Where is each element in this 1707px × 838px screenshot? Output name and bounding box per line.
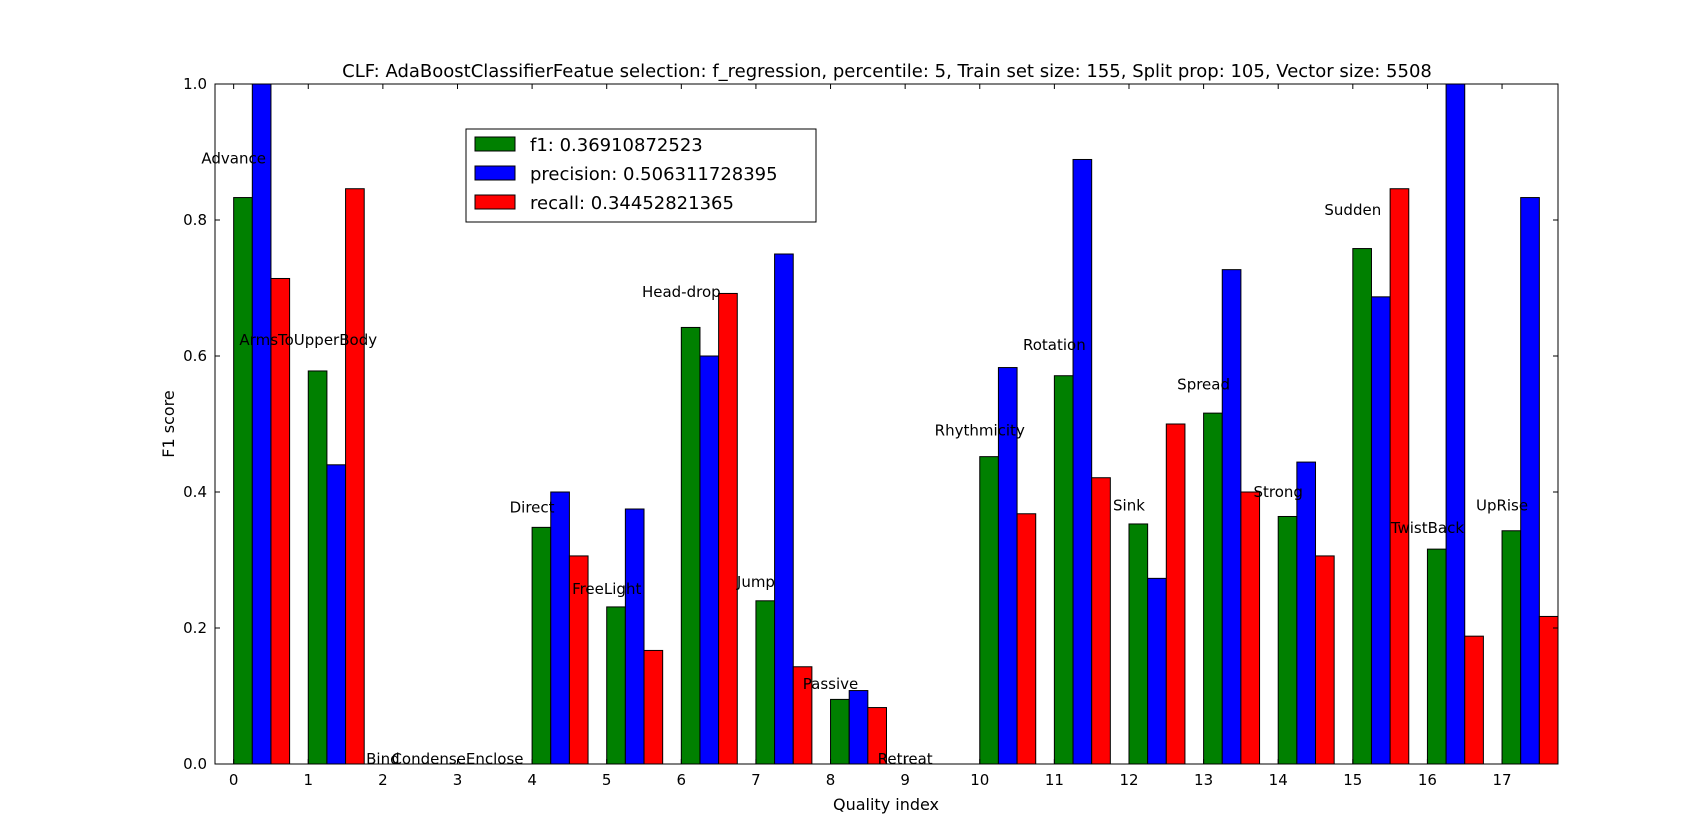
y-tick-label: 0.8 [183, 211, 207, 229]
bar-recall-6 [718, 292, 738, 765]
x-tick-label: 3 [453, 771, 463, 789]
bar-precision-17 [1520, 197, 1540, 765]
x-tick-label: 6 [677, 771, 687, 789]
quality-label: Sudden [1324, 201, 1381, 219]
x-tick-label: 15 [1343, 771, 1362, 789]
bar-f1-6 [680, 326, 701, 765]
x-tick-label: 16 [1418, 771, 1437, 789]
bar-f1-0 [233, 197, 253, 765]
y-axis-label: F1 score [159, 390, 178, 457]
quality-label: Spread [1177, 375, 1230, 393]
x-tick-label: 4 [527, 771, 537, 789]
quality-label: UpRise [1476, 496, 1528, 514]
legend-label: recall: 0.34452821365 [530, 193, 734, 214]
bar-recall-5 [643, 649, 664, 765]
bar-f1-4 [531, 526, 552, 765]
bar-recall-14 [1315, 555, 1335, 765]
bar-precision-6 [699, 355, 720, 765]
x-tick-label: 5 [602, 771, 612, 789]
legend-frame [465, 128, 817, 223]
bar-recall-17 [1538, 615, 1559, 765]
x-tick-label: 0 [229, 771, 239, 789]
bar-f1-13 [1203, 412, 1223, 765]
bar-precision-11 [1072, 158, 1093, 765]
bar-f1-5 [606, 606, 626, 765]
bars-layer [233, 83, 1559, 765]
x-tick-label: 7 [751, 771, 761, 789]
bar-recall-16 [1464, 635, 1484, 765]
quality-label: Jump [736, 573, 775, 591]
chart-title: CLF: AdaBoostClassifierFeatue selection:… [342, 61, 1432, 82]
bar-precision-0 [251, 83, 272, 765]
bar-precision-13 [1221, 269, 1242, 765]
x-tick-label: 10 [970, 771, 989, 789]
x-tick-label: 12 [1119, 771, 1138, 789]
x-tick-label: 17 [1492, 771, 1511, 789]
y-tick-label: 1.0 [183, 75, 207, 93]
ticks-layer: 0 1 2 3 4 5 6 7 8 9 10 11 12 13 14 15 16 170.00.20.40.60.… [183, 75, 1558, 789]
bar-f1-16 [1426, 548, 1447, 765]
bar-precision-1 [326, 464, 347, 765]
bar-precision-4 [550, 491, 570, 765]
legend-label: f1: 0.36910872523 [530, 135, 703, 156]
legend-swatch [474, 194, 516, 210]
quality-label: FreeLight [572, 580, 641, 598]
legend-swatch [474, 136, 516, 152]
bar-recall-15 [1389, 188, 1410, 765]
bar-recall-11 [1091, 477, 1111, 765]
bar-f1-8 [830, 698, 850, 765]
quality-label: Rhythmicity [935, 422, 1025, 440]
bar-f1-10 [979, 456, 999, 765]
quality-label: Head-drop [642, 283, 721, 301]
bar-precision-5 [624, 508, 645, 765]
x-tick-label: 8 [826, 771, 836, 789]
legend-label: precision: 0.506311728395 [530, 164, 778, 185]
bar-f1-1 [307, 370, 328, 765]
bar-precision-15 [1370, 296, 1391, 765]
y-tick-label: 0.4 [183, 483, 207, 501]
plot-frame [214, 83, 1559, 765]
bar-f1-14 [1277, 515, 1298, 765]
bar-recall-10 [1016, 513, 1037, 765]
x-tick-label: 9 [900, 771, 910, 789]
bar-f1-17 [1501, 530, 1522, 765]
quality-label: Direct [510, 498, 555, 516]
quality-label: Advance [201, 150, 266, 168]
quality-label: Strong [1253, 483, 1302, 501]
quality-label: ArmsToUpperBody [239, 331, 377, 349]
bar-recall-0 [270, 277, 291, 765]
annotations-layer: Advance ArmsToUpperBody BindCondenseEnclos… [201, 150, 1528, 768]
bar-f1-12 [1128, 523, 1149, 765]
bar-precision-12 [1147, 577, 1167, 765]
bar-f1-15 [1352, 248, 1372, 765]
quality-label: Sink [1113, 496, 1145, 514]
quality-label: Bind [366, 750, 400, 768]
bar-f1-11 [1053, 375, 1074, 765]
x-tick-label: 2 [378, 771, 388, 789]
x-tick-label: 14 [1269, 771, 1288, 789]
bar-f1-7 [755, 600, 776, 765]
x-tick-label: 11 [1045, 771, 1064, 789]
legend-swatch [474, 165, 516, 181]
y-tick-label: 0.2 [183, 619, 207, 637]
bar-recall-12 [1165, 423, 1186, 765]
legend: f1: 0.36910872523 precision: 0.5063117283… [465, 128, 817, 223]
bar-precision-8 [848, 690, 869, 765]
x-tick-label: 1 [303, 771, 313, 789]
y-tick-label: 0.6 [183, 347, 207, 365]
y-tick-label: 0.0 [183, 755, 207, 773]
bar-recall-13 [1240, 491, 1261, 765]
quality-label: Retreat [878, 750, 933, 768]
bar-recall-1 [345, 188, 365, 765]
x-tick-label: 13 [1194, 771, 1213, 789]
bar-precision-16 [1445, 83, 1466, 765]
quality-label: Passive [803, 675, 858, 693]
bar-precision-14 [1296, 461, 1317, 765]
x-axis-label: Quality index [833, 795, 939, 814]
quality-label: CondenseEnclose [391, 750, 523, 768]
bar-precision-7 [774, 253, 794, 765]
quality-label: Rotation [1023, 336, 1086, 354]
quality-label: TwistBack [1390, 519, 1465, 537]
